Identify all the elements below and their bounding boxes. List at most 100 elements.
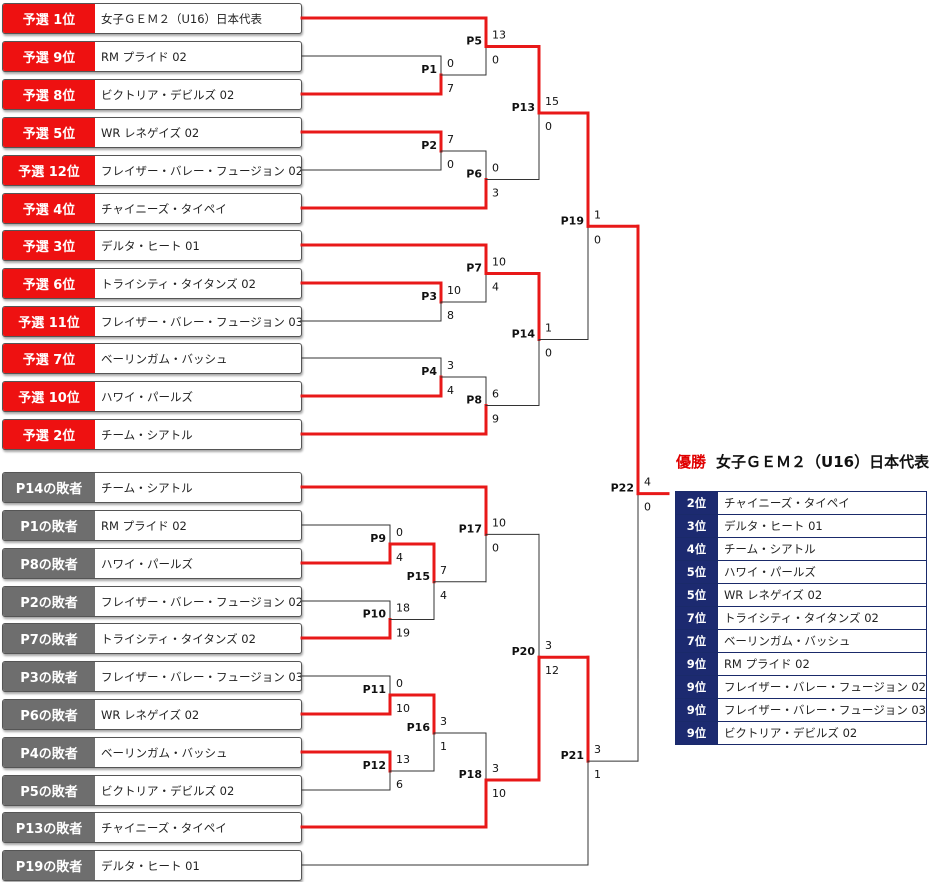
ranking-row: 5位 ハワイ・パールズ [675, 560, 928, 584]
team-name: フレイザー・バレー・フュージョン 02 [101, 594, 301, 609]
ranking-row: 9位 フレイザー・バレー・フュージョン 03 [675, 698, 928, 722]
team-seed: 予選 6位 [3, 269, 95, 298]
team-seed: 予選 12位 [3, 156, 95, 185]
match-label: P7 [466, 262, 482, 275]
team-name: チーム・シアトル [101, 427, 193, 442]
score-top: 13 [396, 753, 410, 766]
match-label: P3 [421, 290, 437, 303]
team-name: トライシティ・タイタンズ 02 [101, 631, 256, 646]
team-entry: 予選 9位 RM プライド 02 [2, 41, 302, 72]
score-bottom: 1 [440, 740, 447, 753]
score-top: 0 [447, 57, 454, 70]
team-entry: 予選 3位 デルタ・ヒート 01 [2, 230, 302, 261]
match-label: P13 [512, 101, 535, 114]
team-name: RM プライド 02 [101, 49, 187, 64]
ranking-place: 9位 [675, 721, 718, 745]
team-entry: 予選 8位 ビクトリア・デビルズ 02 [2, 79, 302, 110]
score-top: 18 [396, 602, 410, 615]
team-seed: P1の敗者 [3, 511, 95, 540]
ranking-place: 9位 [675, 698, 718, 722]
team-entry: 予選 6位 トライシティ・タイタンズ 02 [2, 268, 302, 299]
score-bottom: 3 [492, 187, 499, 200]
champion-team: 女子ＧＥＭ２（U16）日本代表 [716, 453, 930, 471]
score-top: 3 [594, 743, 601, 756]
match-label: P12 [363, 759, 386, 772]
team-entry: P13の敗者 チャイニーズ・タイペイ [2, 812, 302, 843]
ranking-row: 4位 チーム・シアトル [675, 537, 928, 561]
match-label: P15 [407, 570, 430, 583]
match-label: P4 [421, 365, 437, 378]
team-name: トライシティ・タイタンズ 02 [101, 276, 256, 291]
team-entry: 予選 7位 ベーリンガム・バッシュ [2, 343, 302, 374]
ranking-team: RM プライド 02 [716, 652, 928, 676]
team-seed: P4の敗者 [3, 738, 95, 767]
team-entry: P8の敗者 ハワイ・パールズ [2, 548, 302, 579]
match-label: P6 [466, 168, 482, 181]
score-top: 13 [492, 29, 506, 42]
team-seed: 予選 11位 [3, 307, 95, 336]
team-name: RM プライド 02 [101, 518, 187, 533]
champion-label: 優勝 [676, 453, 707, 471]
team-name: デルタ・ヒート 01 [101, 238, 200, 253]
team-entry: 予選 4位 チャイニーズ・タイペイ [2, 193, 302, 224]
score-bottom: 4 [396, 551, 403, 564]
match-label: P10 [363, 608, 387, 621]
team-seed: 予選 7位 [3, 344, 95, 373]
score-bottom: 0 [447, 158, 454, 171]
team-name: WR レネゲイズ 02 [101, 707, 200, 722]
score-bottom: 7 [447, 82, 454, 95]
team-entry: 予選 2位 チーム・シアトル [2, 419, 302, 450]
score-top: 0 [492, 162, 499, 175]
score-top: 3 [545, 639, 552, 652]
ranking-row: 3位 デルタ・ヒート 01 [675, 514, 928, 538]
team-name: チャイニーズ・タイペイ [101, 820, 227, 835]
team-name: ビクトリア・デビルズ 02 [101, 87, 235, 102]
score-top: 1 [545, 322, 552, 335]
team-name: デルタ・ヒート 01 [101, 858, 200, 873]
team-name: 女子ＧＥＭ２（U16）日本代表 [101, 11, 263, 26]
team-seed: P14の敗者 [3, 473, 95, 502]
ranking-place: 7位 [675, 629, 718, 653]
ranking-row: 7位 ベーリンガム・バッシュ [675, 629, 928, 653]
score-bottom: 4 [447, 384, 454, 397]
team-entry: P3の敗者 フレイザー・バレー・フュージョン 03 [2, 661, 302, 692]
ranking-place: 2位 [675, 491, 718, 515]
ranking-place: 9位 [675, 675, 718, 699]
team-entry: P6の敗者 WR レネゲイズ 02 [2, 699, 302, 730]
score-bottom: 8 [447, 309, 454, 322]
team-seed: 予選 1位 [3, 4, 95, 33]
ranking-row: 2位 チャイニーズ・タイペイ [675, 491, 928, 515]
score-bottom: 0 [545, 120, 552, 133]
match-label: P18 [459, 768, 482, 781]
team-name: ハワイ・パールズ [101, 556, 193, 571]
score-bottom: 0 [594, 233, 601, 246]
team-entry: P14の敗者 チーム・シアトル [2, 472, 302, 503]
team-seed: P6の敗者 [3, 700, 95, 729]
team-seed: 予選 9位 [3, 42, 95, 71]
team-seed: 予選 8位 [3, 80, 95, 109]
team-name: ベーリンガム・バッシュ [101, 745, 228, 760]
team-seed: P2の敗者 [3, 587, 95, 616]
team-entry: 予選 5位 WR レネゲイズ 02 [2, 117, 302, 148]
team-entry: 予選 1位 女子ＧＥＭ２（U16）日本代表 [2, 3, 302, 34]
team-seed: P3の敗者 [3, 662, 95, 691]
score-top: 7 [447, 133, 454, 146]
team-seed: P13の敗者 [3, 813, 95, 842]
score-bottom: 10 [396, 702, 410, 715]
score-bottom: 4 [492, 281, 499, 294]
ranking-place: 4位 [675, 537, 718, 561]
team-seed: 予選 4位 [3, 194, 95, 223]
team-entry: 予選 10位 ハワイ・パールズ [2, 381, 302, 412]
final-ranking-table: 2位 チャイニーズ・タイペイ 3位 デルタ・ヒート 01 4位 チーム・シアトル 5位 ハワイ… [675, 491, 928, 745]
match-label: P2 [421, 139, 437, 152]
team-seed: P8の敗者 [3, 549, 95, 578]
score-bottom: 0 [644, 501, 651, 514]
team-name: チーム・シアトル [101, 480, 193, 495]
score-bottom: 0 [492, 541, 499, 554]
match-label: P22 [611, 482, 634, 495]
team-seed: P7の敗者 [3, 624, 95, 653]
ranking-team: チーム・シアトル [716, 537, 928, 561]
team-name: チャイニーズ・タイペイ [101, 201, 227, 216]
score-top: 10 [492, 516, 506, 529]
